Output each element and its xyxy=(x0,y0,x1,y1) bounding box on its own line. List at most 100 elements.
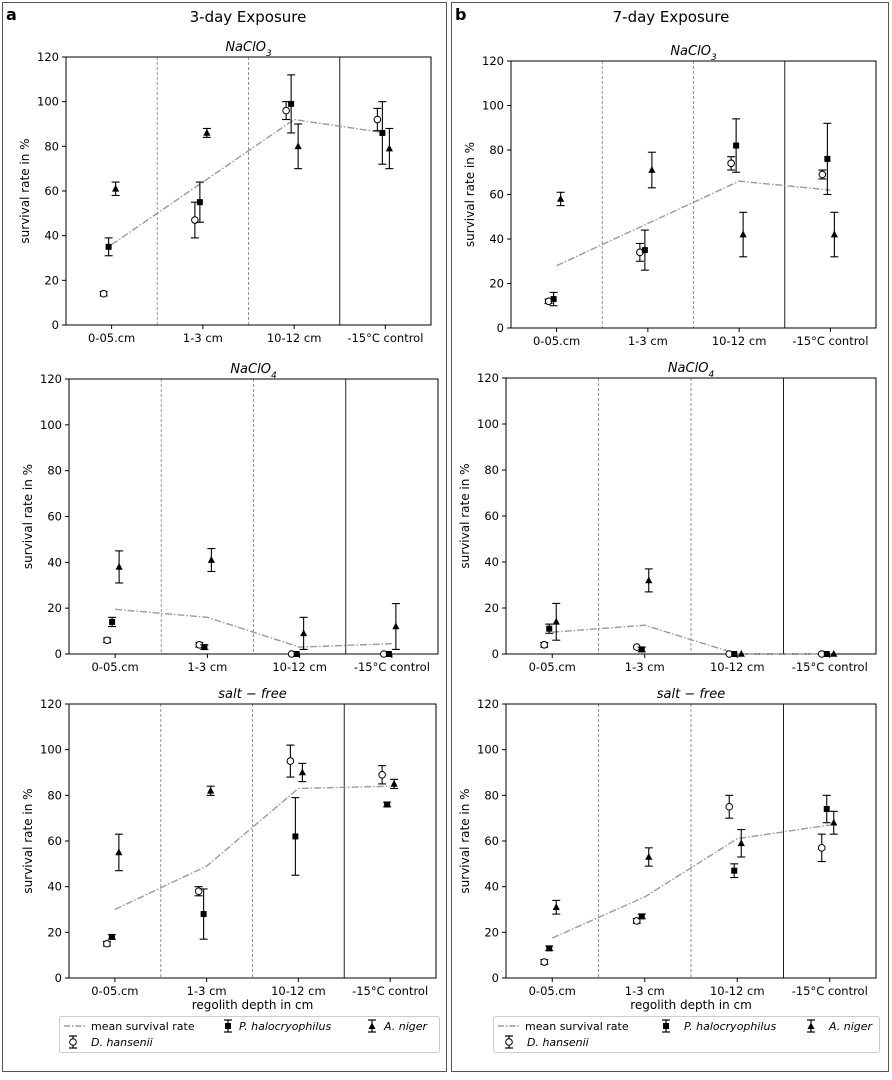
marker-circle xyxy=(817,844,826,852)
y-tick-label: 0 xyxy=(492,971,499,985)
marker-circle xyxy=(378,770,386,779)
x-tick-label: 0-05.cm xyxy=(91,660,138,674)
data-point xyxy=(556,191,565,207)
data-point xyxy=(202,127,211,138)
data-point xyxy=(730,863,739,879)
x-tick-label: 10-12 cm xyxy=(710,660,765,674)
y-tick-label: 100 xyxy=(477,417,499,431)
marker-triangle xyxy=(115,848,123,856)
legend-b-ph: P. halocryophilus xyxy=(684,1020,776,1033)
data-point xyxy=(390,778,399,790)
marker-square xyxy=(105,243,112,250)
y-tick-label: 120 xyxy=(477,371,499,385)
mean-line xyxy=(556,180,831,267)
subplot-title: salt − free xyxy=(657,687,726,702)
legend-a-dh-marker xyxy=(69,1035,77,1049)
marker-square xyxy=(108,933,115,940)
y-axis-label: survival rate in % xyxy=(18,138,32,243)
marker-square xyxy=(292,833,299,840)
y-tick-label: 100 xyxy=(477,743,499,757)
marker-circle xyxy=(282,106,290,115)
x-tick-label: 10-12 cm xyxy=(267,331,322,345)
data-point xyxy=(637,913,646,920)
data-point xyxy=(644,847,653,867)
data-point xyxy=(731,651,738,657)
mean-line xyxy=(114,785,391,911)
data-point xyxy=(378,101,387,165)
marker-square xyxy=(385,651,392,657)
marker-circle xyxy=(194,887,203,896)
marker-square xyxy=(109,618,116,625)
y-tick-label: 40 xyxy=(47,880,62,894)
marker-square xyxy=(641,247,648,254)
marker-triangle xyxy=(737,839,745,847)
y-axis-label: survival rate in % xyxy=(463,142,477,247)
y-tick-label: 100 xyxy=(40,743,62,757)
marker-triangle xyxy=(390,779,398,787)
marker-triangle xyxy=(739,230,747,238)
legend-b-an-marker xyxy=(807,1019,815,1033)
y-tick-label: 80 xyxy=(484,788,499,802)
data-point xyxy=(385,127,394,170)
subplot-b-naclo4: NaClO4 0 20 40 60 80 100 120 survival rate in % 0… xyxy=(458,361,877,674)
data-point xyxy=(115,550,124,584)
marker-circle xyxy=(191,216,199,224)
subplot-title: NaClO4 xyxy=(668,361,715,380)
data-point xyxy=(206,785,215,796)
data-point xyxy=(391,603,400,650)
data-point xyxy=(104,237,113,257)
data-point xyxy=(194,886,203,897)
x-tick-label: -15°C control xyxy=(792,660,868,674)
marker-triangle xyxy=(645,576,653,584)
marker-circle xyxy=(103,939,111,948)
y-tick-label: 60 xyxy=(484,509,499,523)
data-point xyxy=(725,794,734,819)
data-point xyxy=(822,794,831,824)
marker-triangle xyxy=(298,768,306,776)
subplot-title: NaClO4 xyxy=(230,362,277,381)
panel-b-letter: b xyxy=(455,5,466,24)
y-tick-label: 20 xyxy=(44,273,59,287)
x-tick-label: 0-05.cm xyxy=(533,334,580,348)
marker-triangle xyxy=(648,166,656,173)
y-tick-label: 80 xyxy=(44,139,59,153)
data-point xyxy=(99,289,108,298)
x-tick-label: 10-12 cm xyxy=(272,660,327,674)
panel-a-letter: a xyxy=(6,5,17,24)
marker-square xyxy=(823,806,830,813)
legend-a-an-marker xyxy=(368,1019,376,1033)
marker-square xyxy=(546,625,553,632)
marker-triangle xyxy=(112,184,120,192)
y-axis-label: survival rate in % xyxy=(21,788,35,893)
x-tick-label: -15°C control xyxy=(354,660,430,674)
y-tick-label: 60 xyxy=(484,834,499,848)
marker-triangle xyxy=(645,852,653,860)
mean-line xyxy=(111,118,386,246)
x-tick-label: -15°C control xyxy=(792,334,868,348)
mean-line xyxy=(551,824,830,939)
legend-a: mean survival rate P. halocryophilus A. … xyxy=(59,1016,440,1053)
marker-triangle xyxy=(207,786,215,794)
marker-square xyxy=(731,651,738,657)
x-tick-label: 0-05.cm xyxy=(529,660,576,674)
marker-triangle xyxy=(830,650,838,657)
data-point xyxy=(107,933,116,940)
data-point xyxy=(102,939,111,948)
data-point xyxy=(190,201,199,239)
y-tick-label: 120 xyxy=(477,697,499,711)
x-tick-label: 0-05.cm xyxy=(88,331,135,345)
marker-circle xyxy=(632,917,641,925)
subplot-b-salt-free: salt − free 0 20 40 60 80 100 120 survival rate … xyxy=(458,687,877,1012)
marker-square xyxy=(288,100,295,107)
y-tick-label: 40 xyxy=(44,229,59,243)
y-tick-label: 60 xyxy=(47,510,62,524)
y-tick-label: 120 xyxy=(40,697,62,711)
panel-a-frame xyxy=(2,2,447,1072)
marker-triangle xyxy=(207,556,215,563)
marker-triangle xyxy=(830,818,838,826)
marker-circle xyxy=(727,159,735,168)
x-tick-label: 1-3 cm xyxy=(187,660,227,674)
y-tick-label: 80 xyxy=(47,464,62,478)
data-point xyxy=(737,650,745,657)
marker-triangle xyxy=(552,903,560,911)
